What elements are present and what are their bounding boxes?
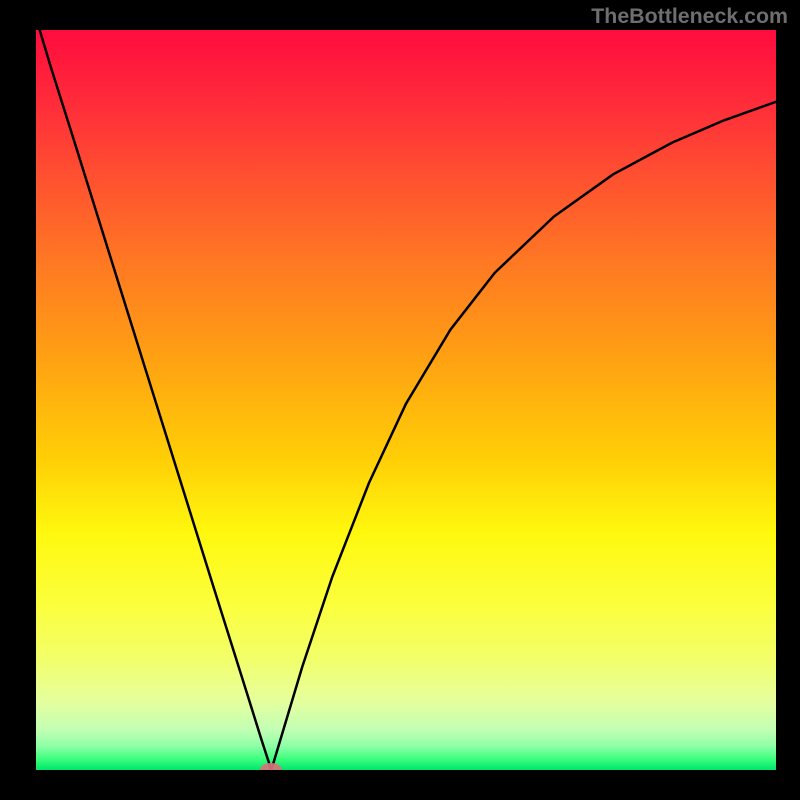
- watermark-text: TheBottleneck.com: [591, 4, 788, 29]
- bottleneck-curve: [36, 30, 776, 770]
- plot-area: [36, 30, 776, 770]
- bottleneck-marker: [260, 763, 282, 770]
- chart-container: TheBottleneck.com: [0, 0, 800, 800]
